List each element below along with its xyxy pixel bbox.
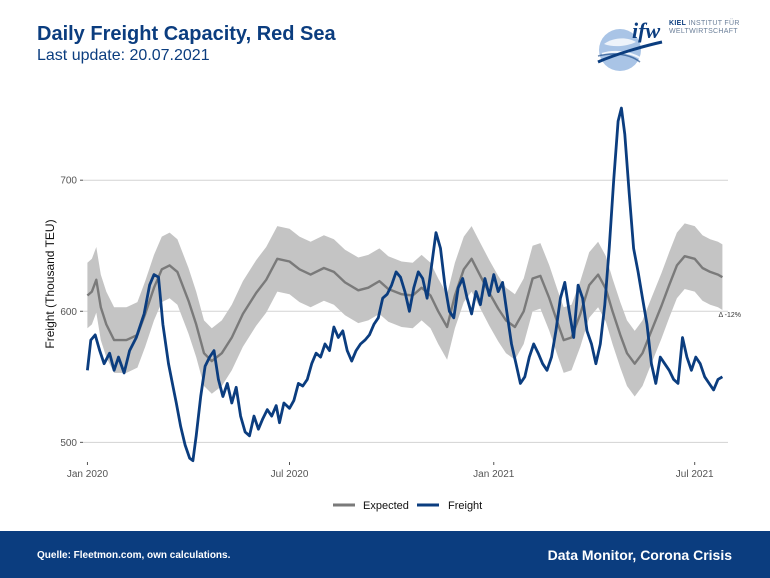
legend-label-freight: Freight bbox=[448, 500, 482, 512]
y-axis-label: Freight (Thousand TEU) bbox=[43, 219, 57, 348]
y-tick-label: 700 bbox=[60, 176, 77, 187]
logo-mark: ifw bbox=[632, 18, 661, 43]
legend-label-expected: Expected bbox=[363, 500, 409, 512]
footer-source: Quelle: Fleetmon.com, own calculations. bbox=[37, 550, 231, 561]
chart-title: Daily Freight Capacity, Red Sea bbox=[37, 23, 336, 45]
expected-band bbox=[87, 223, 723, 397]
x-tick-label: Jul 2021 bbox=[676, 469, 714, 480]
footer-brand: Data Monitor, Corona Crisis bbox=[547, 547, 732, 563]
logo-line1-rest: INSTITUT FÜR bbox=[688, 20, 740, 27]
x-tick-label: Jul 2020 bbox=[271, 469, 309, 480]
chart-subtitle: Last update: 20.07.2021 bbox=[37, 47, 210, 64]
footer-bar bbox=[0, 531, 770, 578]
y-tick-label: 600 bbox=[60, 307, 77, 318]
legend: Expected Freight bbox=[333, 500, 482, 512]
expected-band-layer bbox=[87, 223, 723, 397]
logo-institute-name: KIEL INSTITUT FÜR WELTWIRTSCHAFT bbox=[669, 20, 740, 36]
x-tick-label: Jan 2021 bbox=[473, 469, 515, 480]
y-tick-label: 500 bbox=[60, 438, 77, 449]
freight-chart: 500 600 700 Jan 2020 Jul 2020 Jan 2021 Jul 202… bbox=[43, 106, 741, 512]
series-lines bbox=[86, 106, 724, 463]
change-annotation: Δ -12% bbox=[718, 312, 741, 319]
axis-ticks: 500 600 700 Jan 2020 Jul 2020 Jan 2021 Jul 202… bbox=[60, 176, 714, 480]
expected-line bbox=[86, 255, 724, 365]
logo-line2: WELTWIRTSCHAFT bbox=[669, 28, 738, 35]
x-tick-label: Jan 2020 bbox=[67, 469, 109, 480]
logo-line1-bold: KIEL bbox=[669, 20, 687, 27]
globe-icon bbox=[597, 29, 663, 71]
freight-line bbox=[86, 106, 724, 463]
